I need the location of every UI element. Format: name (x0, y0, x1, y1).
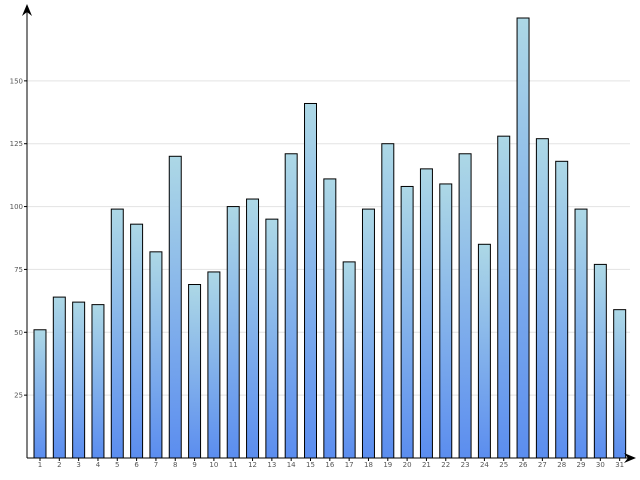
x-tick-label: 2 (57, 461, 61, 469)
x-tick-label: 26 (519, 461, 528, 469)
bar-19 (381, 143, 395, 459)
x-tick-label: 9 (192, 461, 196, 469)
x-tick-label: 28 (557, 461, 566, 469)
bar-1 (33, 329, 47, 459)
x-tick-label: 16 (325, 461, 334, 469)
bar-17 (342, 261, 356, 459)
x-tick-label: 15 (306, 461, 315, 469)
x-tick-label: 10 (209, 461, 218, 469)
y-axis-arrow (22, 4, 32, 16)
x-tick-label: 27 (538, 461, 547, 469)
x-tick-label: 12 (248, 461, 257, 469)
x-tick-label: 5 (115, 461, 119, 469)
bars (33, 17, 627, 459)
x-tick-label: 21 (422, 461, 431, 469)
bar-23 (458, 153, 472, 459)
x-tick-label: 1 (38, 461, 42, 469)
bar-9 (188, 284, 202, 459)
x-axis-arrow (624, 453, 636, 463)
bar-20 (400, 185, 414, 459)
bar-27 (535, 138, 549, 459)
y-tick-label: 75 (14, 266, 23, 274)
bar-15 (304, 102, 317, 459)
y-tick-label: 50 (14, 329, 23, 337)
x-tick-label: 3 (76, 461, 80, 469)
bar-30 (593, 263, 607, 459)
x-tick-label: 13 (267, 461, 276, 469)
bar-4 (91, 304, 105, 459)
y-tick-label: 25 (14, 392, 23, 400)
x-tick-label: 18 (364, 461, 373, 469)
x-tick-label: 19 (383, 461, 392, 469)
bar-13 (265, 218, 279, 459)
y-tick-label: 150 (10, 77, 23, 85)
x-tick-label: 17 (345, 461, 354, 469)
bar-7 (149, 251, 163, 459)
y-tick-label: 100 (10, 203, 23, 211)
x-tick-label: 30 (596, 461, 605, 469)
y-tick-labels: 25 50 75 100 125 150 (10, 77, 27, 400)
bar-22 (439, 183, 453, 459)
x-tick-label: 22 (441, 461, 450, 469)
x-tick-label: 25 (499, 461, 508, 469)
x-tick-label: 23 (461, 461, 470, 469)
bar-24 (477, 243, 491, 459)
bar-31 (613, 309, 627, 459)
bar-8 (168, 155, 182, 459)
y-tick-label: 125 (10, 140, 23, 148)
x-tick-label: 11 (229, 461, 238, 469)
bar-28 (555, 160, 569, 459)
x-tick-label: 29 (577, 461, 586, 469)
bar-29 (574, 208, 588, 459)
bar-3 (72, 301, 86, 459)
bar-10 (207, 271, 221, 459)
x-tick-label: 4 (96, 461, 101, 469)
bar-26 (516, 17, 530, 459)
bar-18 (361, 208, 375, 459)
x-tick-labels: 1 2 3 4 5 6 7 8 9 10 11 12 13 14 15 16 17 18 19 20 21 22 23 24 2… (38, 458, 624, 469)
bar-25 (497, 135, 511, 459)
x-tick-label: 14 (287, 461, 296, 469)
bar-6 (130, 223, 144, 459)
bar-11 (226, 206, 240, 459)
x-tick-label: 20 (403, 461, 412, 469)
bar-2 (52, 296, 66, 459)
x-tick-label: 24 (480, 461, 489, 469)
bar-14 (284, 153, 298, 459)
x-tick-label: 31 (615, 461, 624, 469)
bar-12 (246, 198, 260, 459)
x-tick-label: 6 (134, 461, 139, 469)
bar-21 (419, 168, 433, 459)
x-tick-label: 7 (154, 461, 158, 469)
bar-16 (323, 178, 337, 459)
x-tick-label: 8 (173, 461, 177, 469)
bar-5 (110, 208, 124, 459)
